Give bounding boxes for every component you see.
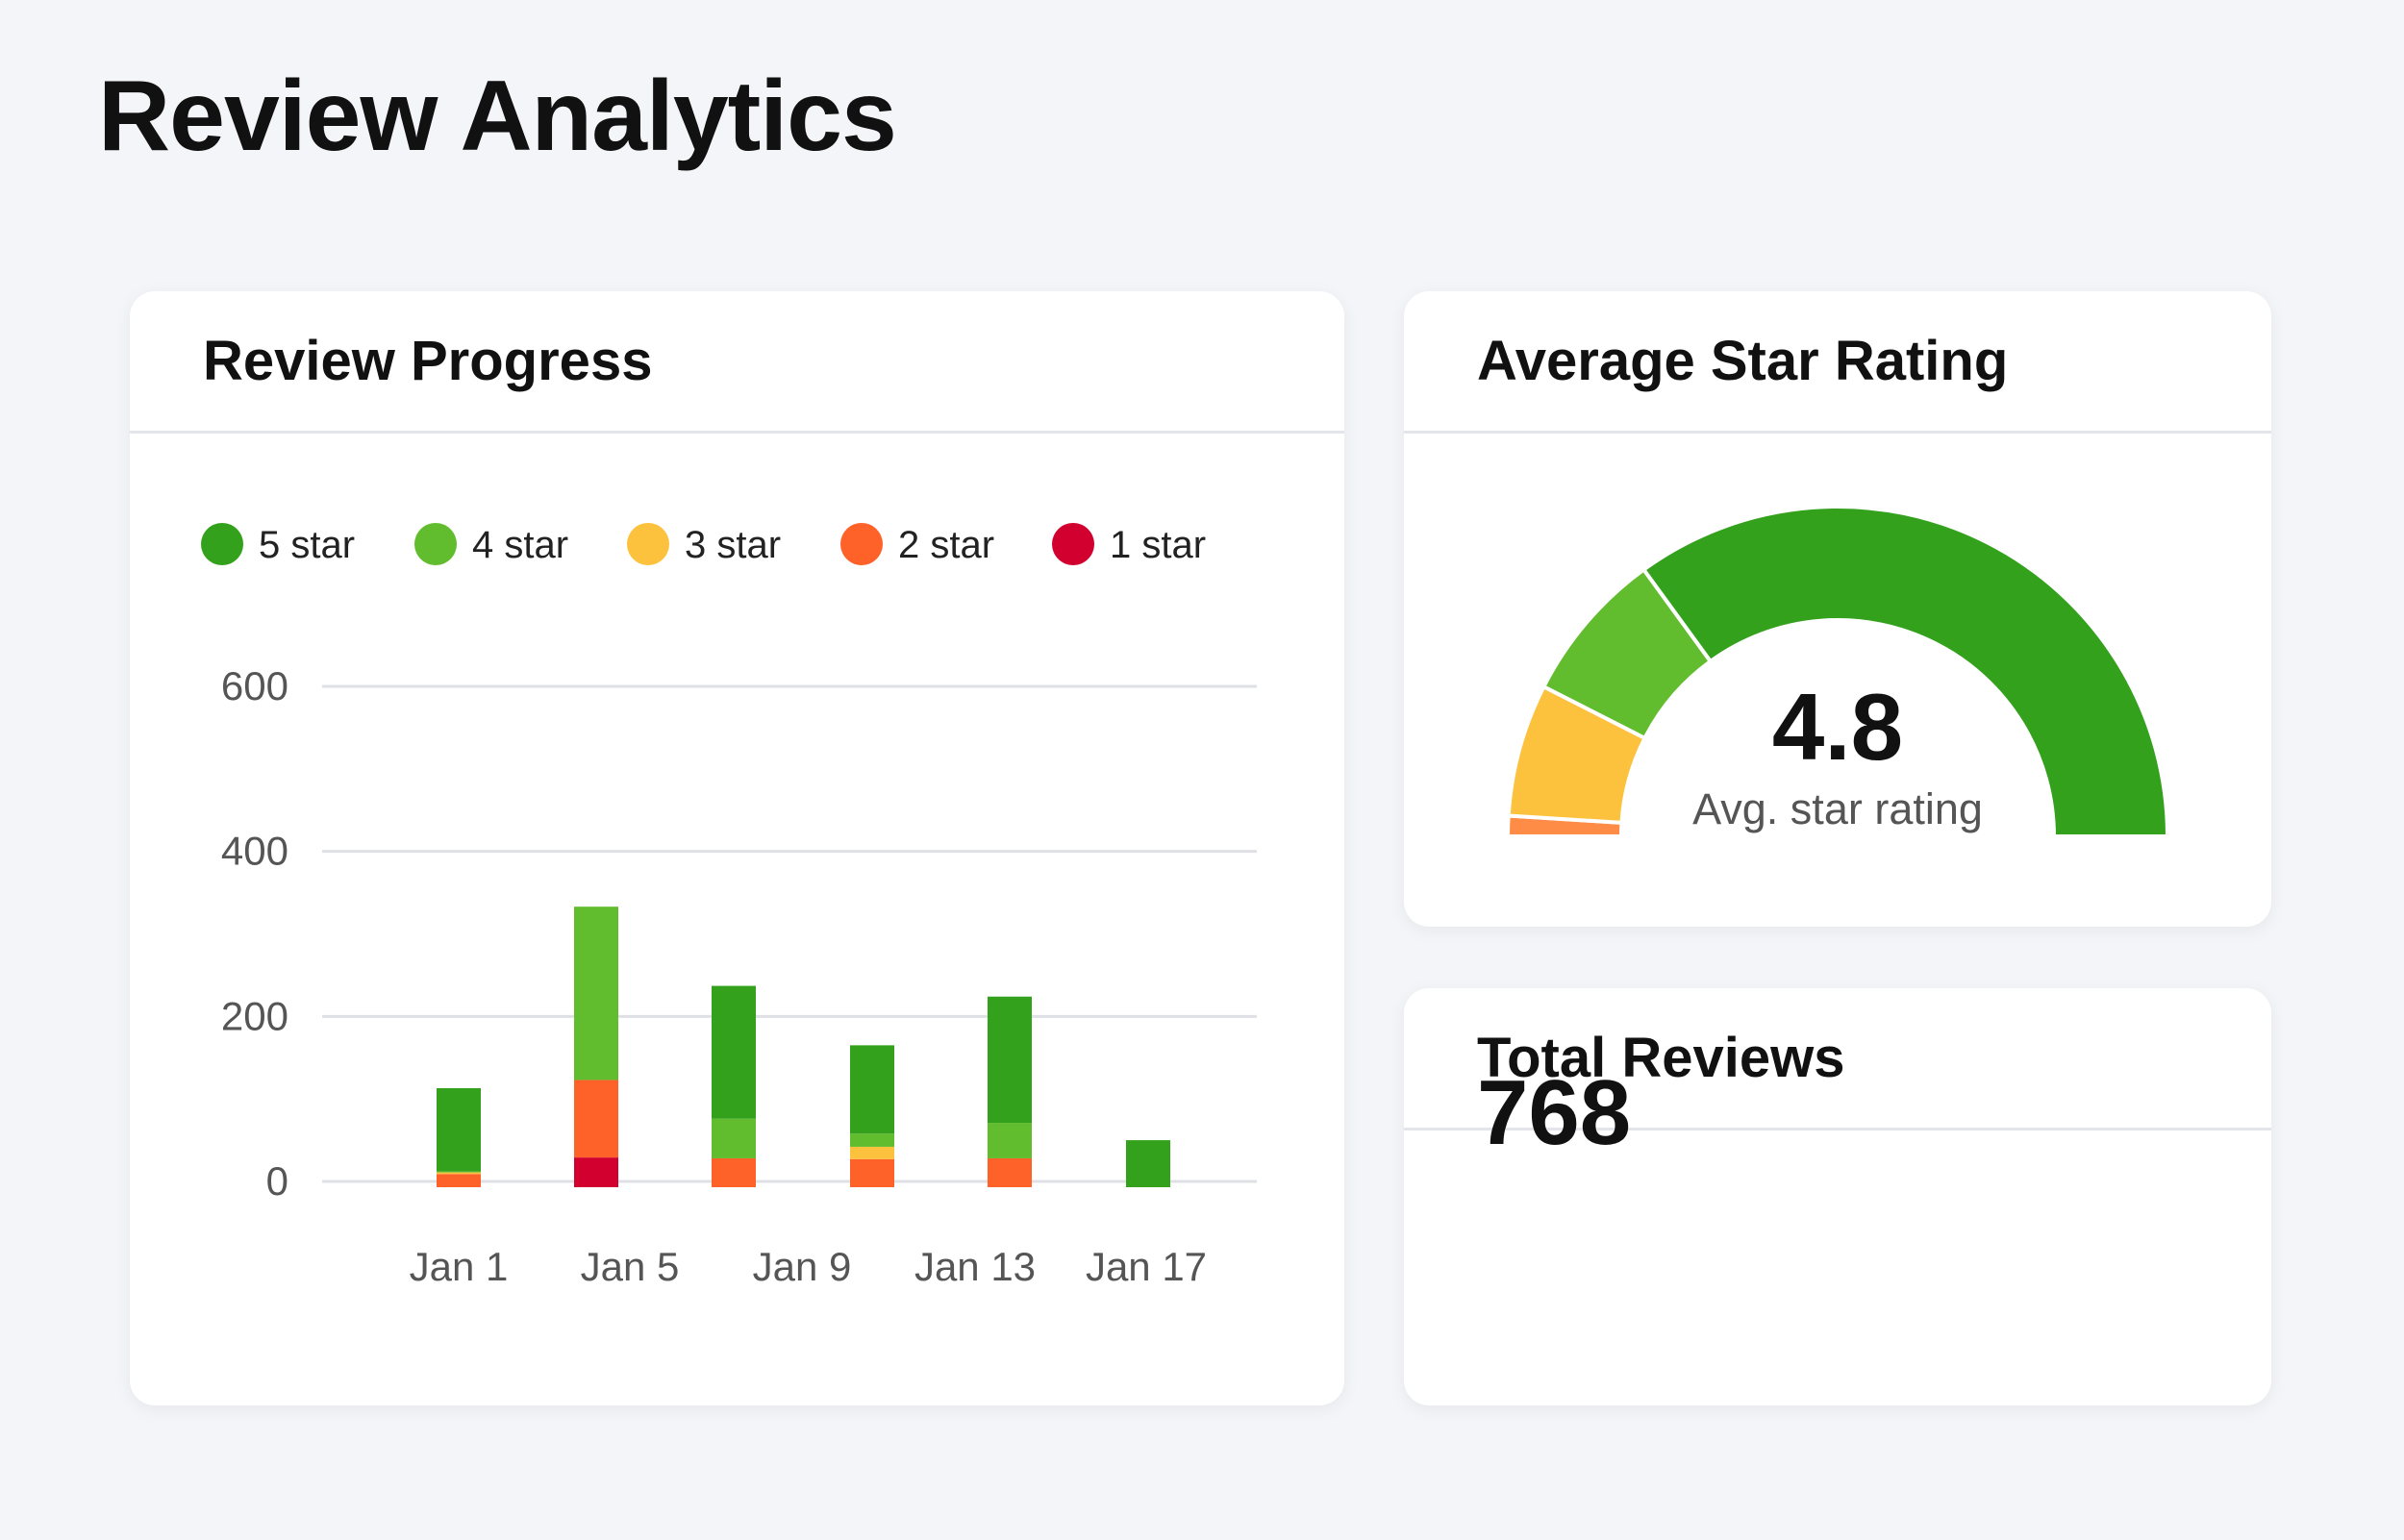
legend-swatch xyxy=(627,523,669,565)
y-tick-label: 200 xyxy=(221,993,288,1038)
bar-segment-2-star xyxy=(988,1157,1032,1187)
legend-label: 1 star xyxy=(1110,524,1206,566)
total-reviews-value: 768 xyxy=(1477,1061,1632,1164)
gauge-segment-5-star xyxy=(1640,505,2170,838)
bar-segment-4-star xyxy=(574,907,618,1080)
bar-segment-1-star xyxy=(574,1157,618,1187)
legend-swatch xyxy=(1052,523,1094,565)
bar-segment-5-star xyxy=(1126,1140,1170,1187)
bar-segment-3-star xyxy=(437,1172,481,1175)
bar-segment-5-star xyxy=(712,985,756,1119)
total-reviews-card: Total Reviews 768 xyxy=(1404,988,2271,1405)
legend-swatch xyxy=(201,523,243,565)
legend-label: 2 star xyxy=(898,524,994,566)
x-tick-label: Jan 1 xyxy=(410,1244,509,1289)
bar-segment-3-star xyxy=(850,1146,894,1159)
legend-label: 5 star xyxy=(259,524,355,566)
legend-label: 4 star xyxy=(472,524,568,566)
card-title: Total Reviews xyxy=(1404,988,2271,1130)
bar-segment-2-star xyxy=(850,1158,894,1187)
y-tick-label: 0 xyxy=(266,1158,288,1204)
y-tick-label: 600 xyxy=(221,663,288,708)
bar-segment-4-star xyxy=(437,1171,481,1173)
bar-segment-2-star xyxy=(574,1080,618,1158)
card-title: Average Star Rating xyxy=(1404,291,2271,434)
gauge-value: 4.8 xyxy=(1772,674,1903,780)
bar-segment-5-star xyxy=(850,1045,894,1134)
legend-swatch xyxy=(840,523,883,565)
bar-segment-5-star xyxy=(988,996,1032,1124)
bar-segment-5-star xyxy=(437,1088,481,1172)
bar-segment-4-star xyxy=(712,1118,756,1158)
y-tick-label: 400 xyxy=(221,829,288,874)
gauge-caption: Avg. star rating xyxy=(1692,784,1983,833)
x-tick-label: Jan 17 xyxy=(1086,1244,1207,1289)
bar-segment-4-star xyxy=(850,1133,894,1147)
x-tick-label: Jan 9 xyxy=(753,1244,852,1289)
page-title: Review Analytics xyxy=(98,61,897,172)
x-tick-label: Jan 5 xyxy=(581,1244,680,1289)
review-progress-card: Review Progress xyxy=(130,291,1344,1405)
card-title: Review Progress xyxy=(130,291,1344,434)
bar-segment-4-star xyxy=(988,1123,1032,1158)
legend-swatch xyxy=(414,523,457,565)
x-tick-label: Jan 13 xyxy=(914,1244,1036,1289)
bar-segment-2-star xyxy=(437,1174,481,1187)
bar-segment-2-star xyxy=(712,1157,756,1187)
legend-label: 3 star xyxy=(685,524,781,566)
